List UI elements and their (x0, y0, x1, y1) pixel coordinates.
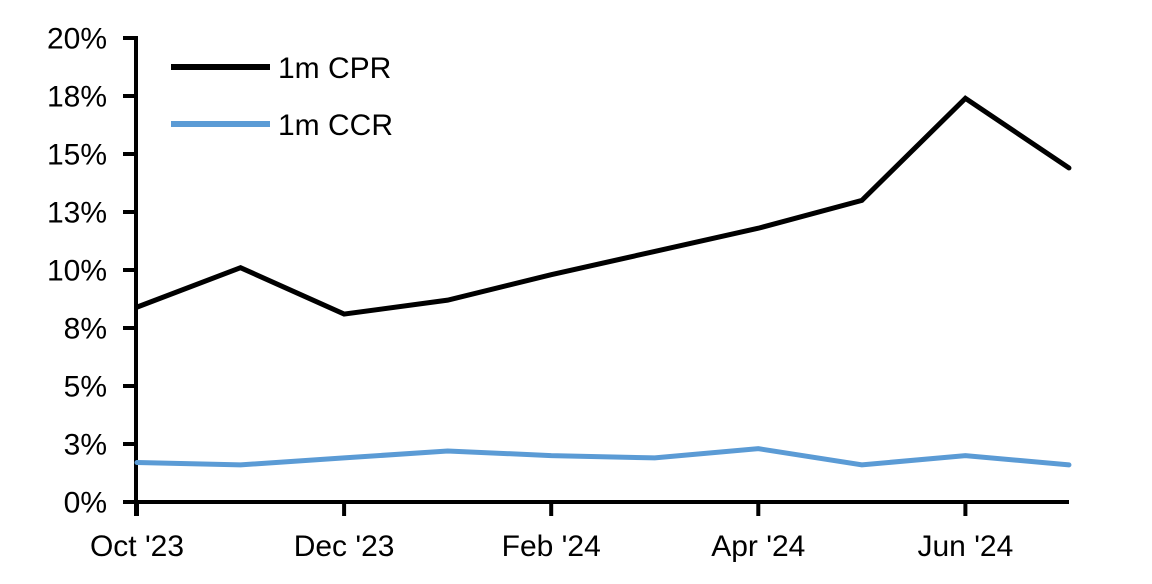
legend-label-1m-ccr: 1m CCR (278, 109, 393, 142)
legend: 1m CPR 1m CCR (171, 52, 393, 142)
x-tick-label: Jun '24 (917, 530, 1013, 563)
series-line-1m-ccr (134, 446, 1072, 468)
series-line-1m-cpr (134, 95, 1072, 317)
y-tick-label: 8% (64, 313, 107, 346)
x-tick-label: Feb '24 (502, 530, 601, 563)
series-layer (134, 95, 1072, 468)
axes-layer: 0% 3% 5% 8% 10% 13% 15% 18% 20% Oct '23 Dec '23 Feb… (47, 23, 1069, 563)
y-tick-label: 13% (47, 197, 107, 230)
y-tick-label: 0% (64, 487, 107, 520)
x-tick-label: Oct '23 (90, 530, 184, 563)
y-tick-label: 10% (47, 255, 107, 288)
y-tick-label: 3% (64, 429, 107, 462)
y-tick-label: 5% (64, 371, 107, 404)
x-tick-label: Dec '23 (294, 530, 395, 563)
y-tick-label: 18% (47, 81, 107, 114)
x-tick-label: Apr '24 (711, 530, 805, 563)
y-tick-label: 15% (47, 139, 107, 172)
y-tick-label: 20% (47, 23, 107, 56)
legend-label-1m-cpr: 1m CPR (278, 52, 391, 85)
